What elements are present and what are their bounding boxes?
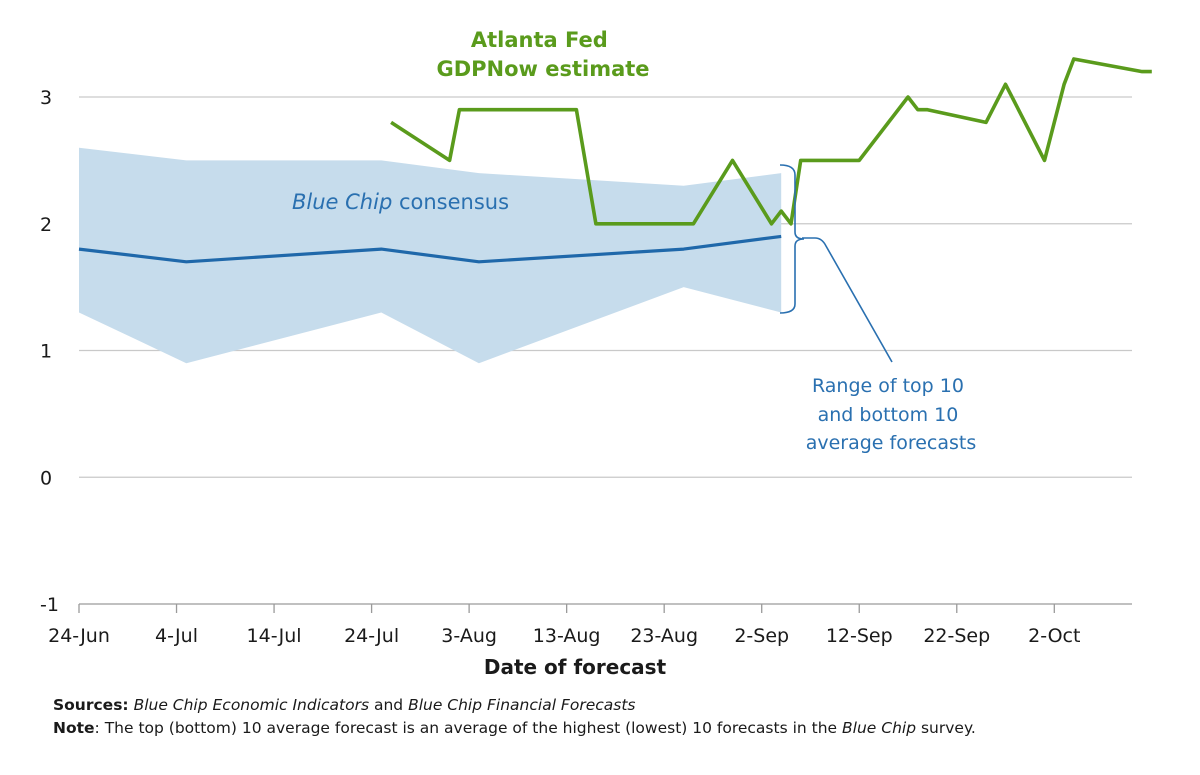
sources-and: and — [369, 696, 409, 714]
bluechip-label-italic: Blue Chip — [292, 190, 392, 214]
range-label: Range of top 10 and bottom 10 average fo… — [806, 375, 977, 454]
range-label-line3: average forecasts — [806, 432, 977, 454]
y-tick-label: 0 — [40, 467, 52, 489]
sources-label: Sources: — [53, 696, 129, 714]
sources-title-2: Blue Chip Financial Forecasts — [408, 696, 636, 714]
x-tick-label: 13-Aug — [533, 625, 601, 647]
range-label-line1: Range of top 10 — [812, 375, 964, 397]
annotation-layer: Atlanta Fed GDPNow estimate Blue Chip co… — [292, 28, 976, 679]
y-tick-label: 1 — [40, 341, 52, 363]
gdpnow-line — [390, 57, 1152, 226]
x-tick-label: 2-Oct — [1028, 625, 1080, 647]
gdpnow-label-line2: GDPNow estimate — [436, 57, 649, 81]
x-tick-label: 22-Sep — [923, 625, 990, 647]
note-italic: Blue Chip — [842, 719, 917, 737]
range-brace-right — [802, 237, 893, 363]
x-tick-label: 14-Jul — [247, 625, 302, 647]
note-text-2: survey. — [916, 719, 976, 737]
sources-line: Sources: Blue Chip Economic Indicators a… — [53, 694, 1173, 717]
x-tick-label: 23-Aug — [630, 625, 698, 647]
gdpnow-label: Atlanta Fed GDPNow estimate — [436, 28, 649, 81]
range-label-line2: and bottom 10 — [818, 404, 959, 426]
x-tick-label: 2-Sep — [734, 625, 789, 647]
x-tick-label: 24-Jun — [48, 625, 110, 647]
axes-layer: -1 0 1 2 3 24-Jun 4-Jul 14-Jul 24-Jul 3-Aug 13-Aug… — [40, 87, 1132, 647]
x-tick-label: 12-Sep — [826, 625, 893, 647]
x-tick-label: 24-Jul — [344, 625, 399, 647]
x-tick-label: 3-Aug — [441, 625, 497, 647]
note-line: Note: The top (bottom) 10 average foreca… — [53, 717, 1173, 740]
bluechip-label: Blue Chip consensus — [292, 190, 509, 214]
gdp-forecast-chart: -1 0 1 2 3 24-Jun 4-Jul 14-Jul 24-Jul 3-Aug 13-Aug… — [40, 28, 1152, 679]
bluechip-label-rest: consensus — [392, 190, 509, 214]
range-brace-left — [779, 164, 805, 314]
note-text-1: : The top (bottom) 10 average forecast i… — [94, 719, 843, 737]
x-axis-title: Date of forecast — [484, 655, 667, 679]
y-tick-label: 3 — [40, 87, 52, 109]
note-label: Note — [53, 719, 95, 737]
series-lines-layer — [78, 57, 1152, 264]
x-tick-label: 4-Jul — [155, 625, 198, 647]
bluechip-line — [78, 234, 782, 264]
sources-title-1: Blue Chip Economic Indicators — [133, 696, 370, 714]
y-tick-label: 2 — [40, 214, 52, 236]
y-tick-label: -1 — [40, 594, 59, 616]
chart-footer: Sources: Blue Chip Economic Indicators a… — [53, 694, 1173, 740]
gdpnow-label-line1: Atlanta Fed — [471, 28, 608, 52]
